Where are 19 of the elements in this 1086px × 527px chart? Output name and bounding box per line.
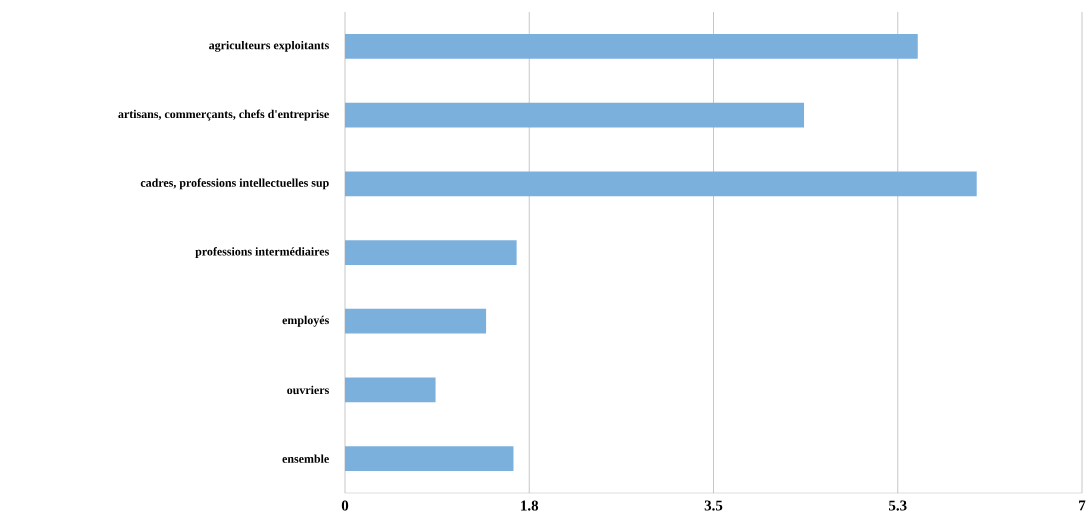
bar <box>345 171 977 197</box>
bar <box>345 240 517 265</box>
bar <box>345 102 805 128</box>
x-tick-label: 3.5 <box>704 500 723 511</box>
x-tick-label: 1.8 <box>521 500 539 511</box>
x-tick-label: 0 <box>341 500 349 511</box>
y-tick-label: artisans, commerçants, chefs d'entreprise <box>118 109 329 121</box>
x-tick-label: 5.3 <box>889 500 907 511</box>
bar <box>345 308 487 334</box>
y-tick-label: professions intermédiaires <box>195 247 329 258</box>
y-tick-label: employés <box>282 315 329 327</box>
bar <box>345 377 436 403</box>
y-tick-label: agriculteurs exploitants <box>209 40 329 52</box>
y-tick-label: cadres, professions intellectuelles sup <box>140 178 329 190</box>
x-tick-label: 7 <box>1079 500 1086 511</box>
bar <box>345 33 918 59</box>
y-tick-label: ensemble <box>282 454 329 463</box>
bar <box>345 446 514 472</box>
y-tick-label: ouvriers <box>287 385 329 395</box>
